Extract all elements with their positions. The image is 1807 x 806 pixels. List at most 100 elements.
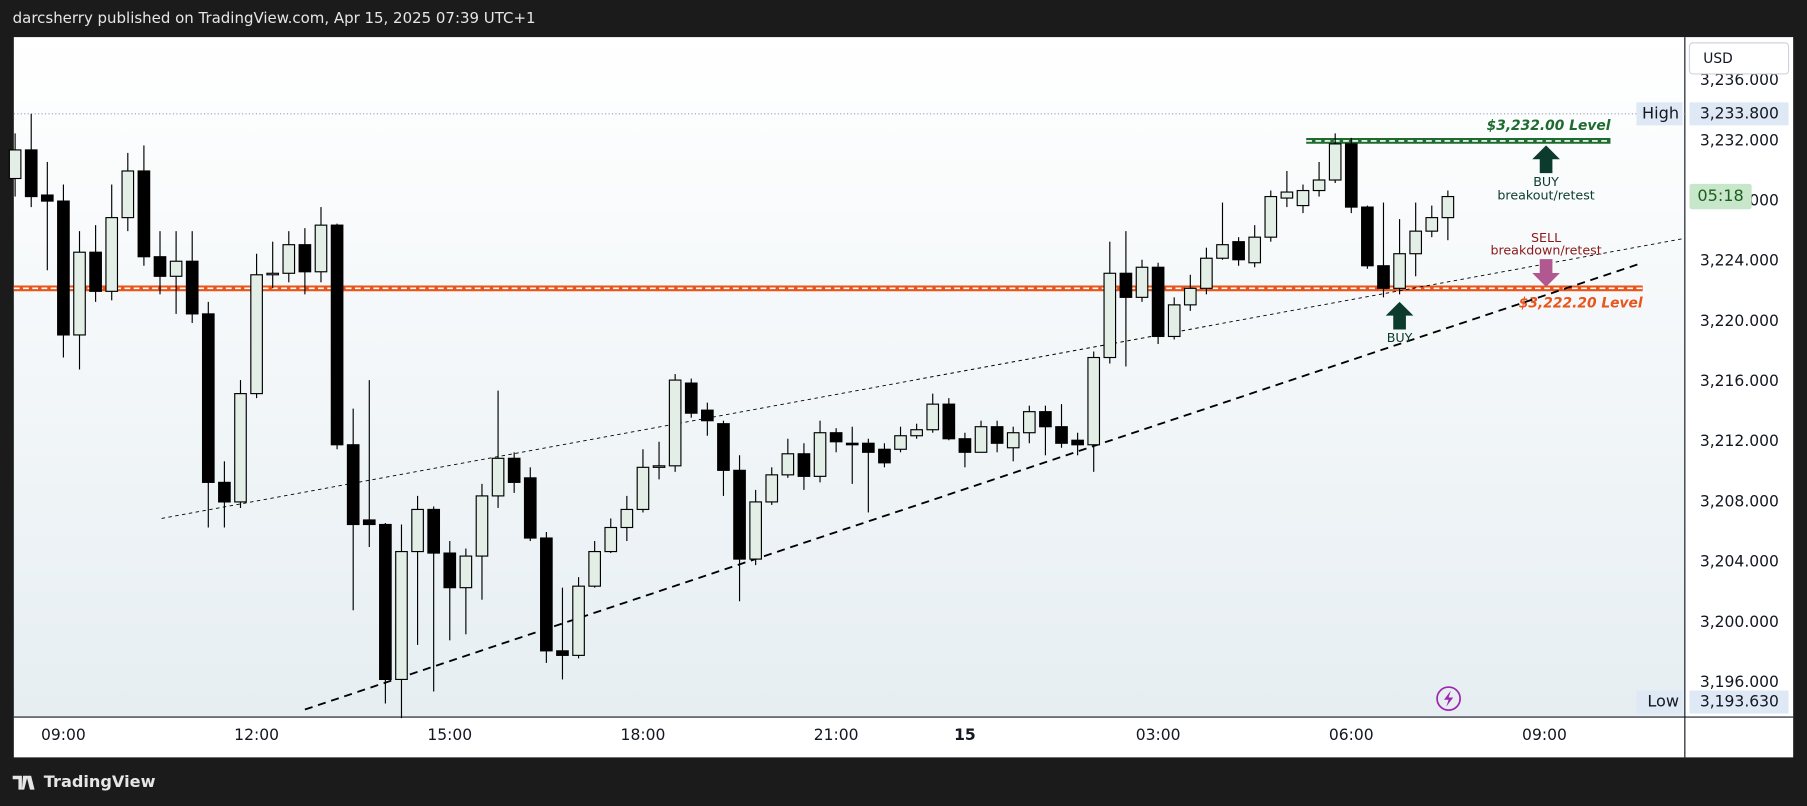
low-price-box: [1689, 690, 1789, 714]
candle-up: [1393, 253, 1406, 289]
candle-up: [73, 251, 86, 336]
candle-down: [57, 200, 70, 336]
candle-up: [395, 550, 408, 681]
chart-layer: $3,232.00 Level$3,222.20 LevelBUYbreakou…: [8, 42, 1790, 744]
annotation-label: BUY: [1387, 330, 1413, 345]
candle-down: [733, 469, 746, 560]
time-axis: [13, 717, 1685, 758]
candle-down: [330, 224, 344, 446]
candle-up: [169, 260, 183, 277]
candle-up: [620, 508, 634, 529]
candle-up: [894, 435, 907, 450]
candle-down: [1071, 439, 1084, 446]
candle-up: [636, 466, 650, 511]
x-tick-label: 21:00: [814, 726, 859, 744]
candle-up: [1103, 272, 1117, 359]
candle-up: [588, 550, 601, 587]
annotation-label: BUY: [1533, 174, 1559, 189]
header: darcsherry published on TradingView.com,…: [13, 9, 536, 27]
price-axis: [1684, 37, 1794, 758]
candle-down: [185, 260, 199, 315]
x-tick-label: 12:00: [234, 726, 279, 744]
footer: TradingView: [44, 772, 156, 791]
candle-up: [105, 217, 119, 292]
candle-up: [1200, 257, 1213, 289]
candle-up: [1409, 230, 1423, 255]
candle-up: [1183, 287, 1197, 306]
candle-up: [1296, 189, 1310, 207]
candle-down: [878, 448, 891, 464]
candle-up: [475, 495, 489, 557]
candle-down: [346, 444, 360, 526]
y-tick-label: 3,212.000: [1700, 432, 1779, 450]
x-tick-label: 18:00: [621, 726, 666, 744]
candle-up: [1312, 179, 1326, 192]
x-tick-label: 09:00: [1522, 726, 1567, 744]
candle-up: [459, 555, 473, 589]
candle-up: [604, 526, 618, 553]
candle-up: [1006, 432, 1020, 449]
candle-up: [411, 508, 424, 553]
candle-up: [1441, 195, 1455, 219]
candle-down: [1119, 272, 1133, 298]
candle-up: [974, 426, 988, 453]
level-label: $3,232.00 Level: [1487, 118, 1611, 134]
candle-up: [314, 224, 328, 273]
candle-up: [1087, 356, 1101, 446]
candle-down: [1377, 265, 1390, 289]
candle-up: [1425, 217, 1439, 232]
candle-up: [572, 585, 585, 656]
candle-up: [765, 474, 779, 503]
candle-down: [701, 409, 714, 422]
candle-up: [781, 453, 795, 476]
currency-box: [1688, 42, 1790, 75]
y-tick-label: 3,220.000: [1700, 312, 1779, 330]
candle-up: [491, 457, 505, 497]
candle-down: [684, 382, 698, 414]
annotation-sublabel: breakdown/retest: [1490, 243, 1601, 258]
candle-up: [1216, 244, 1229, 259]
candle-up: [1328, 143, 1342, 181]
candle-down: [958, 438, 972, 453]
low-tag: Low: [1647, 692, 1679, 711]
y-tick-label: 3,236.000: [1700, 71, 1779, 89]
trendline: [161, 238, 1683, 519]
candle-up: [813, 432, 827, 477]
y-tick-label: 3,196.000: [1700, 673, 1779, 691]
candle-down: [717, 423, 730, 471]
candle-down: [201, 313, 215, 483]
candle-down: [40, 194, 54, 202]
candle-up: [910, 429, 923, 437]
candle-up: [266, 272, 280, 276]
candle-down: [861, 442, 875, 453]
candle-up: [250, 274, 263, 395]
candle-up: [749, 501, 762, 560]
candle-down: [523, 477, 537, 539]
candle-up: [1280, 191, 1294, 199]
candle-down: [829, 432, 843, 443]
y-tick-label: 3,224.000: [1700, 252, 1779, 270]
candle-up: [121, 170, 135, 219]
low-tag-box: [1636, 690, 1683, 714]
plot-area: [13, 37, 1685, 718]
x-tick-label: 15: [954, 726, 976, 744]
low-price: 3,193.630: [1700, 693, 1779, 711]
candle-down: [1055, 426, 1068, 444]
logo: [12, 775, 35, 790]
candle-down: [507, 457, 521, 483]
candle-down: [942, 403, 956, 440]
candle-down: [797, 453, 811, 477]
candle-down: [137, 170, 151, 258]
candle-down: [845, 442, 859, 446]
candle-down: [540, 537, 553, 652]
alert-icon: [1436, 686, 1461, 711]
candle-up: [1022, 411, 1036, 434]
currency: USD: [1703, 51, 1733, 67]
candle-down: [362, 519, 376, 526]
candle-up: [8, 149, 22, 180]
candle-down: [24, 149, 38, 198]
candle-down: [427, 508, 441, 554]
y-tick-label: 3,232.000: [1700, 131, 1779, 149]
candle-down: [443, 552, 457, 589]
